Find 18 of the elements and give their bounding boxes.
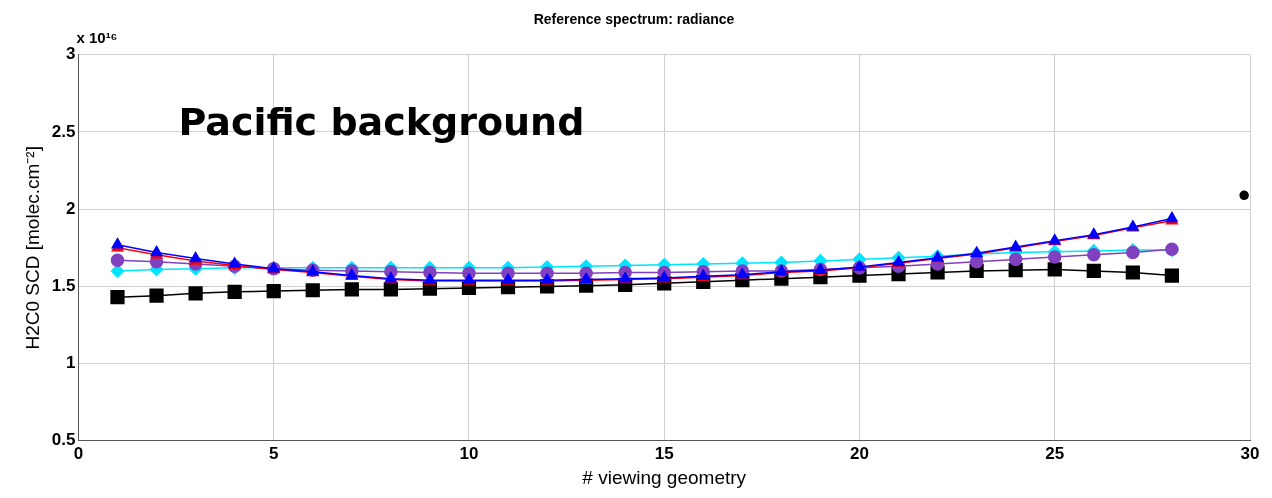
- y-axis-title: H2C0 SCD [molec.cm⁻²]: [21, 146, 43, 350]
- y-tick-label: 2.5: [51, 121, 76, 141]
- y-tick-label: 1.5: [51, 276, 76, 296]
- annotation: Pacific background: [178, 99, 585, 144]
- y-tick-label: 2: [65, 198, 76, 218]
- x-tick-label: 5: [268, 443, 279, 463]
- x-tick-label: 10: [459, 443, 479, 463]
- x-tick-label: 25: [1045, 443, 1065, 463]
- y-tick-label: 0.5: [51, 430, 76, 450]
- y-tick-label: 1: [65, 353, 76, 373]
- x-tick-label: 0: [73, 443, 84, 463]
- chart-title: Reference spectrum: radiance: [533, 11, 735, 28]
- text: x 10¹⁶: [76, 28, 118, 46]
- x-axis-title: # viewing geometry: [582, 466, 747, 488]
- x-tick-label: 15: [654, 443, 674, 463]
- x-tick-label: 30: [1240, 443, 1260, 463]
- x-tick-label: 20: [850, 443, 869, 463]
- y-tick-label: 3: [65, 44, 76, 64]
